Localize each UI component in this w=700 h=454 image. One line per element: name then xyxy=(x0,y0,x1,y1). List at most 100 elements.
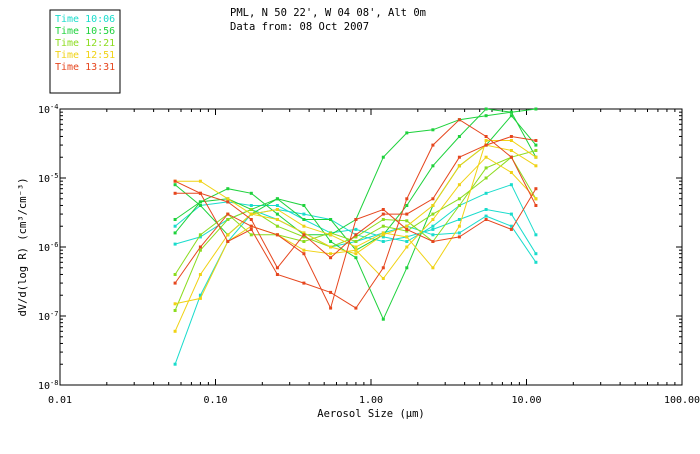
data-point xyxy=(405,212,409,216)
data-point xyxy=(457,197,461,201)
data-point xyxy=(302,233,306,237)
data-point xyxy=(484,191,488,195)
data-point xyxy=(275,204,279,207)
data-point xyxy=(534,164,538,168)
data-point xyxy=(354,233,358,237)
data-point xyxy=(198,235,202,239)
data-point xyxy=(226,200,230,204)
data-point xyxy=(381,218,385,221)
data-point xyxy=(484,214,488,218)
data-point xyxy=(457,155,461,159)
legend-entry: Time 10:56 xyxy=(55,26,115,37)
data-point xyxy=(509,224,513,228)
y-tick-label: 10-5 xyxy=(38,172,58,185)
data-point xyxy=(354,252,358,256)
data-point xyxy=(431,164,435,168)
data-point xyxy=(405,229,409,233)
x-tick-label: 0.01 xyxy=(48,395,72,406)
data-point xyxy=(484,208,488,211)
data-point xyxy=(226,187,230,191)
data-point xyxy=(302,224,306,228)
data-point xyxy=(405,197,409,201)
data-point xyxy=(534,143,538,147)
data-point xyxy=(198,273,202,276)
data-point xyxy=(381,231,385,235)
data-point xyxy=(173,309,177,312)
data-point xyxy=(329,240,333,243)
data-point xyxy=(198,179,202,183)
data-point xyxy=(275,208,279,211)
chart-subtitle: Data from: 08 Oct 2007 xyxy=(230,21,369,33)
x-tick-label: 0.10 xyxy=(203,395,227,406)
data-point xyxy=(484,166,488,170)
data-point xyxy=(431,218,435,221)
data-point xyxy=(534,260,538,264)
series-line xyxy=(174,150,537,275)
data-point xyxy=(431,224,435,228)
data-point xyxy=(405,227,409,231)
data-point xyxy=(484,139,488,142)
plot-frame xyxy=(59,108,683,386)
data-point xyxy=(226,197,230,201)
data-point xyxy=(405,235,409,239)
data-point xyxy=(484,114,488,118)
data-point xyxy=(405,245,409,249)
data-point xyxy=(381,233,385,237)
data-point xyxy=(198,293,202,297)
data-point xyxy=(509,135,513,138)
data-point xyxy=(405,224,409,228)
data-point xyxy=(381,155,385,159)
data-point xyxy=(173,218,177,221)
data-point xyxy=(198,233,202,237)
data-point xyxy=(431,197,435,201)
data-point xyxy=(249,204,253,207)
data-point xyxy=(329,252,333,256)
data-point xyxy=(329,306,333,310)
data-point xyxy=(534,187,538,191)
data-point xyxy=(173,183,177,187)
data-point xyxy=(354,218,358,221)
data-point xyxy=(173,179,177,183)
data-point xyxy=(249,218,253,221)
data-point xyxy=(302,212,306,216)
series-layer xyxy=(173,107,538,366)
data-point xyxy=(484,107,488,111)
data-point xyxy=(198,248,202,252)
data-point xyxy=(509,212,513,216)
data-point xyxy=(354,245,358,249)
data-point xyxy=(484,218,488,221)
data-point xyxy=(457,231,461,235)
data-point xyxy=(275,273,279,276)
data-point xyxy=(173,362,177,366)
data-point xyxy=(381,266,385,270)
data-point xyxy=(405,219,409,223)
data-point xyxy=(457,224,461,228)
data-point xyxy=(226,240,230,243)
data-point xyxy=(302,248,306,252)
data-point xyxy=(249,224,253,228)
data-point xyxy=(405,266,409,270)
data-point xyxy=(198,191,202,195)
data-point xyxy=(275,224,279,228)
legend-entry: Time 13:31 xyxy=(55,62,115,73)
data-point xyxy=(509,114,513,118)
data-point xyxy=(354,256,358,260)
data-point xyxy=(249,233,253,237)
data-point xyxy=(249,227,253,231)
data-point xyxy=(354,235,358,239)
data-point xyxy=(329,231,333,235)
legend-box xyxy=(49,9,121,94)
data-point xyxy=(381,317,385,321)
data-point xyxy=(275,212,279,216)
data-point xyxy=(509,183,513,187)
data-point xyxy=(534,107,538,111)
data-point xyxy=(534,252,538,256)
data-point xyxy=(226,212,230,216)
data-point xyxy=(173,224,177,228)
data-point xyxy=(381,208,385,211)
data-point xyxy=(534,233,538,237)
axis-ticks: 0.01 0.10 1.00 10.00 100.00 10-8 10-7 10-6 10-5 1… xyxy=(38,103,700,406)
data-point xyxy=(329,290,333,294)
data-point xyxy=(509,227,513,231)
